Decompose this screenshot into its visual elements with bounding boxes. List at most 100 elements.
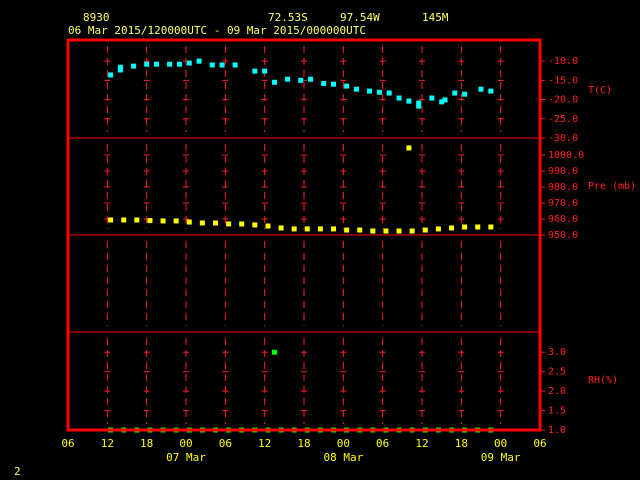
point [409,228,415,234]
point [308,76,314,82]
elevation: 145M [422,11,449,24]
point [406,145,412,151]
point [367,88,373,94]
point [406,98,412,104]
period: 06 Mar 2015/120000UTC - 09 Mar 2015/0000… [68,24,366,37]
point [321,80,327,86]
point [265,223,271,229]
y-tick-label: 960.0 [548,214,578,225]
point [199,220,205,226]
longitude: 97.54W [340,11,380,24]
x-tick-label: 06 [533,437,546,450]
point [383,228,389,234]
point [429,95,435,101]
point [478,86,484,92]
point [239,221,245,227]
footer: 2 [14,465,21,478]
point [344,227,350,233]
point [173,218,179,224]
point [209,62,215,68]
point [262,68,268,74]
point [226,221,232,227]
point [462,224,468,230]
x-tick-label: 12 [415,437,428,450]
point [272,349,277,355]
y-tick-label: -20.0 [548,95,578,106]
point [131,63,137,69]
x-tick-label: 18 [297,437,310,450]
y-tick-label: -15.0 [548,75,578,86]
x-tick-label: 12 [258,437,271,450]
point [396,95,402,101]
x-tick-label: 12 [101,437,114,450]
point [196,58,202,64]
station-id: 8930 [83,11,110,24]
point [462,91,468,97]
point [219,62,225,68]
y-tick-label: 1.5 [548,406,566,417]
point [117,64,123,70]
point [439,99,445,105]
point [304,226,310,232]
x-tick-label: 00 [337,437,350,450]
point [144,61,150,67]
point [435,226,441,232]
point [160,218,166,224]
point [475,224,481,230]
point [272,79,277,85]
point [317,226,323,232]
point [291,226,297,232]
x-tick-label: 00 [179,437,192,450]
y-tick-label: 950.0 [548,230,578,241]
point [344,83,350,89]
y-tick-label: 2.5 [548,367,566,378]
point [278,225,284,231]
point [442,97,448,103]
point [176,61,182,67]
point [108,217,114,223]
y-tick-label: 2.0 [548,386,566,397]
point [186,219,192,225]
point [396,228,402,234]
y-axis-label: T(C) [588,85,612,96]
point [386,90,392,96]
x-tick-label: 18 [455,437,468,450]
point [147,218,153,224]
y-tick-label: 990.0 [548,166,578,177]
point [488,88,494,94]
point [416,100,422,106]
y-tick-label: 1000.0 [548,150,584,161]
y-axis-label: Pre (mb) [588,181,636,192]
date-label: 08 Mar [323,451,363,464]
point [252,222,258,228]
x-tick-label: 18 [140,437,153,450]
y-tick-label: 970.0 [548,198,578,209]
point [370,228,376,234]
point [154,61,159,67]
point [186,60,192,66]
point [331,81,336,87]
date-label: 09 Mar [481,451,521,464]
point [449,225,454,231]
point [252,68,258,74]
point [353,86,359,92]
point [134,217,140,223]
x-tick-label: 06 [219,437,232,450]
point [285,76,291,82]
y-tick-label: 980.0 [548,182,578,193]
point [232,62,238,68]
point [117,67,123,73]
marks [108,58,494,433]
point [298,77,304,83]
point [108,72,114,78]
point [422,227,428,233]
point [452,90,458,96]
point [357,227,363,233]
point [416,103,422,109]
x-tick-label: 06 [376,437,389,450]
point [376,89,382,95]
x-tick-label: 00 [494,437,507,450]
point [331,226,336,232]
point [167,61,173,67]
